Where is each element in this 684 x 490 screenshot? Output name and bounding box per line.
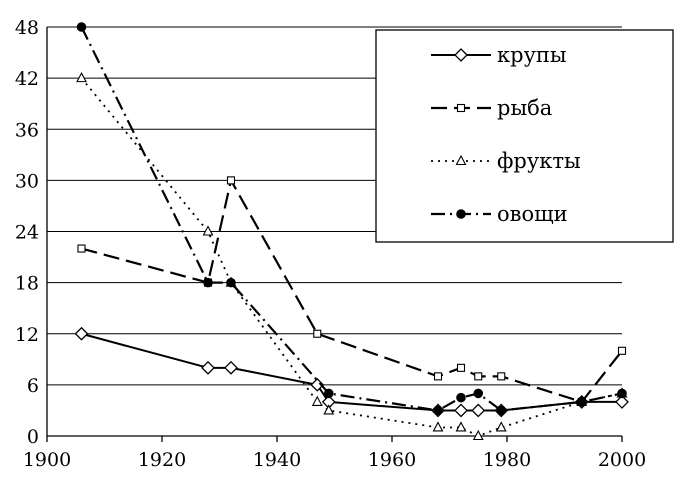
data-point [74, 326, 89, 341]
legend-label: фрукты [497, 149, 581, 173]
data-point [495, 421, 507, 432]
data-point [77, 244, 86, 253]
y-tick-label: 48 [15, 17, 39, 39]
data-point [201, 360, 215, 375]
legend-item: овощи [431, 202, 568, 226]
data-point [497, 372, 506, 381]
data-point [454, 403, 468, 418]
y-tick-label: 42 [15, 68, 39, 90]
grid [47, 26, 622, 386]
data-point [615, 394, 629, 409]
data-point [617, 346, 627, 355]
data-point [203, 277, 213, 288]
data-point [76, 22, 87, 32]
y-tick-label: 30 [15, 170, 39, 192]
y-tick-label: 12 [15, 324, 39, 346]
legend-item: фрукты [431, 149, 581, 173]
legend-swatch-marker [455, 154, 467, 166]
x-tick-label: 1960 [368, 449, 416, 471]
legend-swatch-marker [456, 103, 466, 113]
data-point [432, 421, 444, 432]
y-tick-label: 18 [15, 273, 39, 295]
data-point [456, 392, 466, 403]
data-point [224, 360, 238, 375]
data-point [455, 421, 467, 432]
data-point [617, 388, 627, 399]
x-tick-label: 1980 [483, 449, 531, 471]
data-point [226, 176, 236, 185]
data-point [473, 388, 484, 399]
data-point [472, 429, 484, 441]
legend-item: рыба [431, 96, 552, 120]
data-point [471, 403, 486, 418]
series-line [80, 26, 623, 412]
series [74, 22, 629, 441]
legend-label: рыба [497, 96, 552, 120]
data-point [313, 329, 322, 338]
y-tick-label: 36 [15, 119, 39, 141]
legend-swatch-marker [456, 209, 466, 219]
data-point [576, 397, 587, 407]
y-tick-label: 24 [15, 222, 39, 244]
legend: крупы рыба фрукты овощи [375, 29, 674, 243]
data-point [496, 405, 507, 416]
series-4 [76, 22, 627, 416]
data-point [474, 372, 483, 381]
data-point [456, 363, 466, 372]
data-point [433, 372, 443, 381]
y-tick-label: 0 [27, 426, 39, 448]
axes: 0 6 12 18 24 30 36 42 48 1900 1920 1940 1960 1980 2000 [15, 17, 646, 471]
series-1 [74, 326, 629, 418]
legend-item: крупы [431, 43, 567, 67]
legend-label: овощи [497, 202, 568, 226]
data-point [226, 277, 236, 288]
data-point [76, 71, 87, 83]
x-tick-label: 2000 [598, 449, 646, 471]
legend-label: крупы [497, 43, 567, 67]
data-point [310, 377, 325, 392]
data-point [202, 225, 214, 236]
legend-swatch-marker [454, 48, 468, 62]
y-tick-label: 6 [27, 375, 39, 397]
data-point [323, 388, 334, 399]
legend-box [375, 29, 674, 243]
data-point [323, 404, 335, 415]
x-tick-label: 1940 [253, 449, 301, 471]
x-tick-label: 1900 [23, 449, 71, 471]
series-line [81, 179, 623, 404]
data-point [433, 405, 443, 416]
data-point [311, 395, 323, 406]
x-tick-label: 1920 [138, 449, 186, 471]
